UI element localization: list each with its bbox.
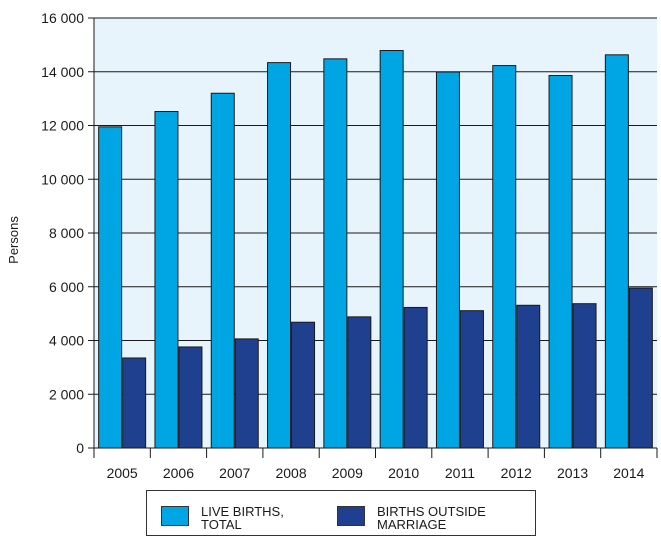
bar-births-outside-marriage [459, 310, 484, 449]
y-tick-label: 16 000 [41, 10, 84, 26]
y-tick-label: 10 000 [41, 171, 84, 187]
y-tick-label: 6 000 [49, 279, 84, 295]
bars [98, 50, 653, 449]
bar-births-outside-marriage [122, 357, 147, 449]
bar-births-outside-marriage [291, 321, 316, 449]
bar-live-births [267, 62, 292, 449]
bar-live-births [154, 111, 179, 449]
bar-births-outside-marriage [628, 287, 653, 449]
y-tick-label: 14 000 [41, 64, 84, 80]
x-tick-label: 2007 [219, 465, 250, 481]
bar-live-births [492, 65, 517, 449]
bar-births-outside-marriage [234, 338, 259, 449]
legend-item-live-births: LIVE BIRTHS, TOTAL [161, 505, 284, 531]
x-tick-label: 2011 [445, 465, 475, 481]
x-tick-label: 2009 [332, 465, 363, 481]
bar-live-births [604, 54, 629, 449]
bar-live-births [548, 75, 573, 449]
bar-births-outside-marriage [516, 304, 541, 449]
x-tick-label: 2014 [613, 465, 644, 481]
axes [93, 18, 657, 449]
legend-label-births-outside-marriage: BIRTHS OUTSIDE MARRIAGE [377, 504, 486, 532]
y-tick-label: 2 000 [49, 386, 84, 402]
x-tick-label: 2005 [107, 465, 138, 481]
bar-births-outside-marriage [178, 346, 203, 449]
y-axis-label: Persons [6, 216, 21, 264]
legend-item-births-outside-marriage: BIRTHS OUTSIDE MARRIAGE [337, 505, 486, 531]
legend-swatch-live-births [161, 506, 189, 526]
bar-live-births [379, 50, 404, 449]
x-tick-labels: 2005 2006 2007 2008 2009 2010 2011 2012 2013 2014 [107, 465, 645, 481]
y-tick-label: 4 000 [49, 333, 84, 349]
y-tick-label: 12 000 [41, 118, 84, 134]
x-tick-label: 2013 [557, 465, 588, 481]
bar-live-births [435, 71, 460, 449]
x-tick-label: 2006 [163, 465, 194, 481]
x-tick-label: 2012 [501, 465, 532, 481]
x-tick-label: 2010 [388, 465, 419, 481]
y-tick-label: 8 000 [49, 225, 84, 241]
bar-births-outside-marriage [347, 316, 372, 449]
bar-births-outside-marriage [572, 303, 597, 449]
legend-swatch-births-outside-marriage [337, 506, 365, 526]
y-tick-labels: 0 2 000 4 000 6 000 8 000 10 000 12 000 14 000 1… [41, 10, 84, 456]
x-tick-label: 2008 [275, 465, 306, 481]
y-tick-label: 0 [76, 440, 84, 456]
bar-births-outside-marriage [403, 306, 428, 449]
legend-label-live-births: LIVE BIRTHS, TOTAL [201, 504, 284, 532]
bar-live-births [210, 92, 235, 449]
bar-live-births [323, 58, 348, 449]
bar-live-births [98, 126, 123, 449]
legend: LIVE BIRTHS, TOTAL BIRTHS OUTSIDE MARRIA… [146, 490, 536, 536]
